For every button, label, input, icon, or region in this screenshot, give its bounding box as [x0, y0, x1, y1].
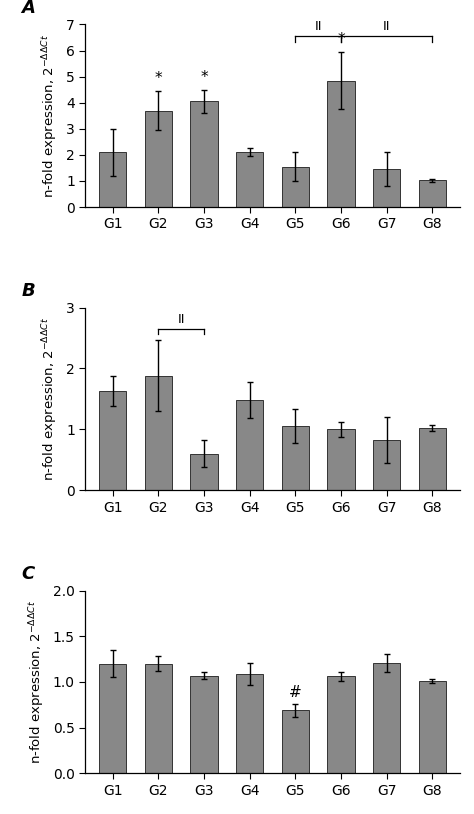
- Bar: [145, 111, 172, 207]
- Text: C: C: [22, 566, 35, 584]
- Bar: [236, 674, 264, 773]
- Bar: [328, 429, 355, 490]
- Bar: [282, 711, 309, 773]
- Bar: [145, 663, 172, 773]
- Bar: [191, 676, 218, 773]
- Bar: [419, 428, 446, 490]
- Bar: [328, 81, 355, 207]
- Bar: [99, 391, 127, 490]
- Bar: [373, 663, 401, 773]
- Bar: [282, 427, 309, 490]
- Text: II: II: [383, 20, 391, 33]
- Bar: [99, 663, 127, 773]
- Text: II: II: [177, 313, 185, 326]
- Bar: [99, 152, 127, 207]
- Bar: [282, 167, 309, 207]
- Bar: [373, 440, 401, 490]
- Text: *: *: [200, 70, 208, 85]
- Text: *: *: [155, 72, 162, 86]
- Text: B: B: [22, 282, 36, 300]
- Bar: [236, 400, 264, 490]
- Bar: [419, 181, 446, 207]
- Y-axis label: n-fold expression, 2$^{-ΔΔCt}$: n-fold expression, 2$^{-ΔΔCt}$: [41, 33, 61, 198]
- Text: #: #: [289, 685, 302, 700]
- Bar: [191, 102, 218, 207]
- Bar: [191, 453, 218, 490]
- Bar: [419, 681, 446, 773]
- Text: A: A: [22, 0, 36, 17]
- Bar: [145, 376, 172, 490]
- Y-axis label: n-fold expression, 2$^{-ΔΔCt}$: n-fold expression, 2$^{-ΔΔCt}$: [28, 600, 47, 764]
- Bar: [373, 169, 401, 207]
- Y-axis label: n-fold expression, 2$^{-ΔΔCt}$: n-fold expression, 2$^{-ΔΔCt}$: [41, 317, 61, 481]
- Text: II: II: [314, 20, 322, 33]
- Bar: [236, 152, 264, 207]
- Text: *: *: [337, 33, 345, 47]
- Bar: [328, 676, 355, 773]
